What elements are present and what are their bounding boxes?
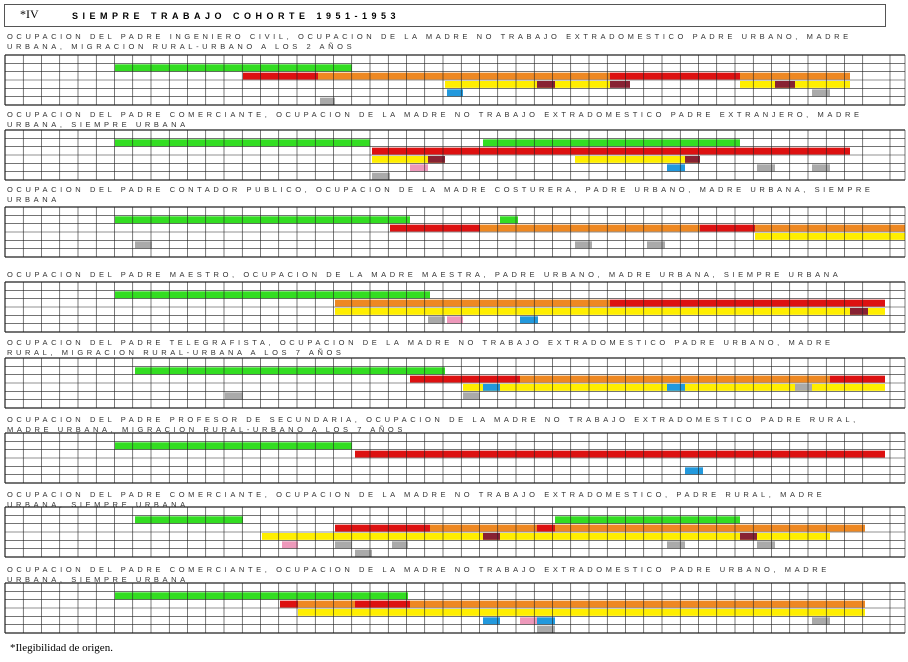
header-box xyxy=(4,4,886,27)
timeline-bar xyxy=(428,316,445,324)
timeline-bar xyxy=(115,216,410,224)
timeline-bar xyxy=(647,241,665,249)
timeline-bar xyxy=(335,308,885,315)
timeline-bar xyxy=(483,533,500,540)
timeline-bar xyxy=(390,224,480,232)
timeline-bar xyxy=(282,541,298,549)
timeline-bar xyxy=(812,617,830,625)
timeline-bar xyxy=(610,72,740,80)
timeline-bar xyxy=(685,156,700,163)
timeline-bar xyxy=(445,81,610,88)
timeline-bar xyxy=(318,72,610,80)
timeline-bar xyxy=(520,316,538,324)
timeline-bar xyxy=(372,172,390,180)
timeline-bar xyxy=(372,147,850,155)
timeline-bar xyxy=(537,81,555,88)
timeline-bar xyxy=(335,541,352,549)
timeline-bar xyxy=(700,224,755,232)
timeline-bar xyxy=(115,64,352,72)
timeline-bar xyxy=(225,392,243,400)
timeline-bar xyxy=(372,156,445,163)
block-heading: OCUPACION DEL PADRE MAESTRO, OCUPACION D… xyxy=(7,270,842,279)
timeline-bar xyxy=(667,164,685,172)
timeline-bar xyxy=(447,89,463,97)
timeline-bar xyxy=(428,156,445,163)
timeline-bar xyxy=(298,600,355,608)
timeline-bar xyxy=(575,241,592,249)
timeline-bar xyxy=(740,533,757,540)
timeline-bar xyxy=(500,216,518,224)
timeline-bar xyxy=(610,299,885,307)
timeline-bar xyxy=(667,384,685,391)
timeline-bar xyxy=(430,524,537,532)
timeline-bar xyxy=(355,549,372,557)
block-heading: OCUPACION DEL PADRE CONTADOR PUBLICO, OC… xyxy=(7,185,874,204)
timeline-bar xyxy=(335,299,610,307)
timeline-bar xyxy=(520,375,830,383)
timeline-bar xyxy=(537,617,555,625)
timeline-bar xyxy=(850,308,868,315)
timeline-bar xyxy=(812,89,830,97)
block-heading: OCUPACION DEL PADRE COMERCIANTE, OCUPACI… xyxy=(7,110,863,129)
timeline-bar xyxy=(520,617,537,625)
timeline-bar xyxy=(685,467,703,475)
timeline-bar xyxy=(483,139,740,147)
timeline-bar xyxy=(483,617,500,625)
timeline-bar xyxy=(667,541,685,549)
timeline-bar xyxy=(795,384,812,391)
timeline-bar xyxy=(135,516,243,524)
timeline-bar xyxy=(410,375,520,383)
timeline-bar xyxy=(320,97,335,105)
timeline-bar xyxy=(830,375,885,383)
timeline-bar xyxy=(480,224,700,232)
timeline-bar xyxy=(135,241,152,249)
timeline-bar xyxy=(555,524,865,532)
timeline-bar xyxy=(115,291,430,299)
timeline-bar xyxy=(410,600,865,608)
timeline-bar xyxy=(463,392,480,400)
footnote: *Ilegibilidad de origen. xyxy=(10,642,113,654)
timeline-bar xyxy=(115,592,408,600)
timeline-bar xyxy=(740,72,850,80)
timeline-bar xyxy=(115,442,352,450)
timeline-bar xyxy=(135,367,445,375)
timeline-bar xyxy=(755,233,905,240)
timeline-bar xyxy=(355,600,410,608)
timeline-bar xyxy=(757,164,775,172)
block-heading: OCUPACION DEL PADRE TELEGRAFISTA, OCUPAC… xyxy=(7,338,834,357)
timeline-bar xyxy=(447,316,463,324)
timeline-bar xyxy=(410,164,428,172)
timeline-bar xyxy=(483,384,500,391)
timeline-bar xyxy=(610,81,630,88)
timeline-bar xyxy=(262,533,830,540)
block-heading: OCUPACION DEL PADRE INGENIERO CIVIL, OCU… xyxy=(7,32,852,51)
timeline-bar xyxy=(755,224,905,232)
block-heading: OCUPACION DEL PADRE PROFESOR DE SECUNDAR… xyxy=(7,415,859,434)
timeline-bar xyxy=(355,450,885,458)
header-mark: *IV xyxy=(20,7,39,21)
timeline-bar xyxy=(298,609,865,616)
timeline-bar xyxy=(775,81,795,88)
block-heading: OCUPACION DEL PADRE COMERCIANTE, OCUPACI… xyxy=(7,565,830,584)
timeline-bar xyxy=(757,541,775,549)
timeline-bar xyxy=(392,541,408,549)
timeline-bar xyxy=(555,516,740,524)
timeline-bar xyxy=(537,625,555,633)
timeline-bar xyxy=(812,164,830,172)
header-title: SIEMPRE TRABAJO COHORTE 1951-1953 xyxy=(72,11,401,21)
block-heading: OCUPACION DEL PADRE COMERCIANTE, OCUPACI… xyxy=(7,490,826,509)
timeline-bar xyxy=(575,156,700,163)
timeline-bar xyxy=(537,524,555,532)
timeline-bar xyxy=(280,600,298,608)
timeline-bar xyxy=(335,524,430,532)
timeline-bar xyxy=(243,72,318,80)
